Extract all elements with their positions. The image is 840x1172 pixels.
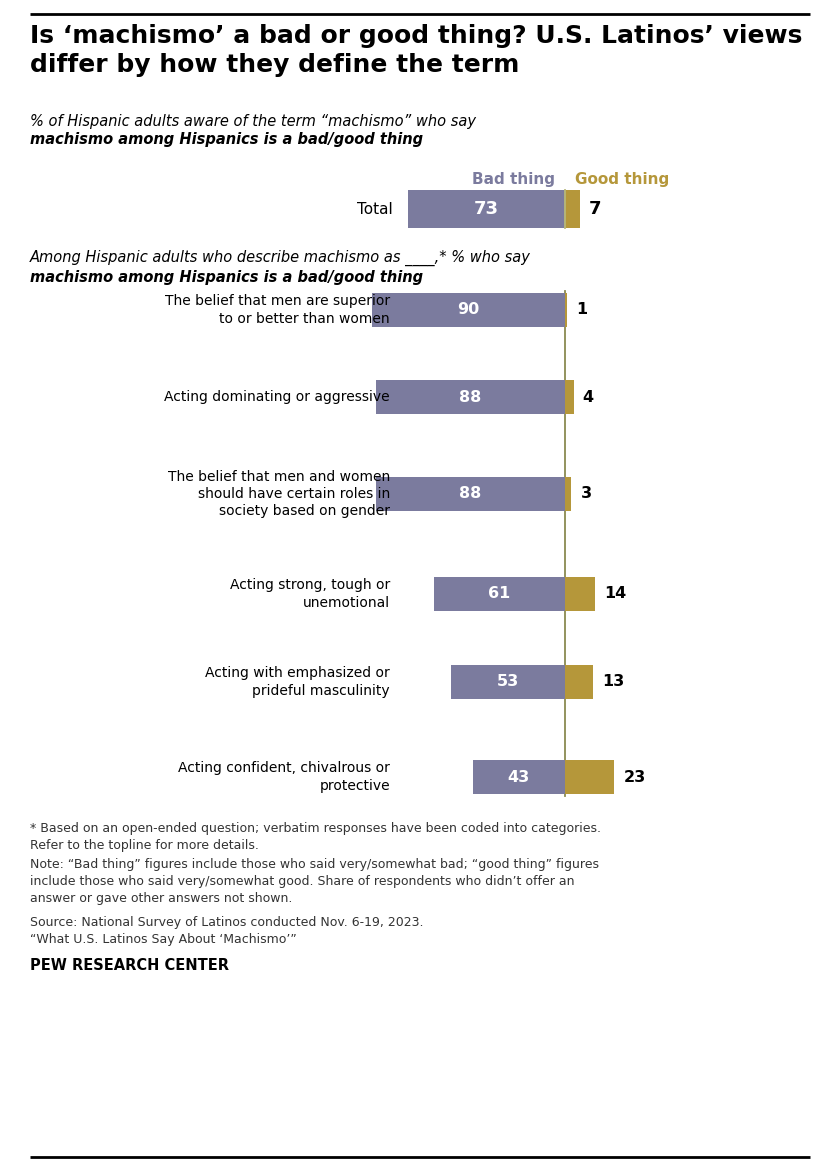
Text: 1: 1 [576, 302, 587, 318]
Text: 4: 4 [583, 389, 594, 404]
Text: Among Hispanic adults who describe machismo as ____,* % who say: Among Hispanic adults who describe machi… [30, 250, 531, 266]
Text: 3: 3 [580, 486, 591, 502]
Text: 61: 61 [488, 586, 511, 601]
Text: Acting strong, tough or
unemotional: Acting strong, tough or unemotional [230, 578, 390, 609]
Text: The belief that men and women
should have certain roles in
society based on gend: The belief that men and women should hav… [168, 470, 390, 518]
Text: Source: National Survey of Latinos conducted Nov. 6-19, 2023.
“What U.S. Latinos: Source: National Survey of Latinos condu… [30, 917, 423, 946]
Text: 13: 13 [602, 675, 624, 689]
Text: Total: Total [357, 202, 393, 217]
Text: 14: 14 [604, 586, 627, 601]
Text: 73: 73 [474, 200, 499, 218]
Bar [565, 190, 580, 229]
Bar [565, 380, 574, 414]
Bar [375, 380, 565, 414]
Text: 23: 23 [623, 770, 646, 784]
Text: * Based on an open-ended question; verbatim responses have been coded into categ: * Based on an open-ended question; verba… [30, 822, 601, 852]
Bar [433, 577, 565, 611]
Bar [565, 577, 595, 611]
Bar [375, 477, 565, 511]
Text: Acting confident, chivalrous or
protective: Acting confident, chivalrous or protecti… [178, 762, 390, 792]
Text: Acting with emphasized or
prideful masculinity: Acting with emphasized or prideful mascu… [205, 667, 390, 697]
Bar [565, 293, 567, 327]
Text: Is ‘machismo’ a bad or good thing? U.S. Latinos’ views
differ by how they define: Is ‘machismo’ a bad or good thing? U.S. … [30, 23, 802, 76]
Bar [565, 665, 593, 699]
Text: machismo among Hispanics is a bad/good thing: machismo among Hispanics is a bad/good t… [30, 132, 423, 146]
Bar [408, 190, 565, 229]
Text: Good thing: Good thing [575, 172, 669, 188]
Text: machismo among Hispanics is a bad/good thing: machismo among Hispanics is a bad/good t… [30, 270, 423, 285]
Bar [451, 665, 565, 699]
Text: 43: 43 [507, 770, 530, 784]
Text: 88: 88 [459, 486, 481, 502]
Bar [565, 759, 614, 793]
Text: PEW RESEARCH CENTER: PEW RESEARCH CENTER [30, 958, 229, 973]
Text: Note: “Bad thing” figures include those who said very/somewhat bad; “good thing”: Note: “Bad thing” figures include those … [30, 858, 599, 905]
Text: Acting dominating or aggressive: Acting dominating or aggressive [165, 390, 390, 404]
Text: Bad thing: Bad thing [472, 172, 555, 188]
Text: 90: 90 [457, 302, 480, 318]
Bar [371, 293, 565, 327]
Text: 7: 7 [589, 200, 601, 218]
Text: The belief that men are superior
to or better than women: The belief that men are superior to or b… [165, 294, 390, 326]
Bar [565, 477, 571, 511]
Text: 88: 88 [459, 389, 481, 404]
Bar [473, 759, 565, 793]
Text: 53: 53 [497, 675, 519, 689]
Text: % of Hispanic adults aware of the term “machismo” who say: % of Hispanic adults aware of the term “… [30, 114, 480, 129]
